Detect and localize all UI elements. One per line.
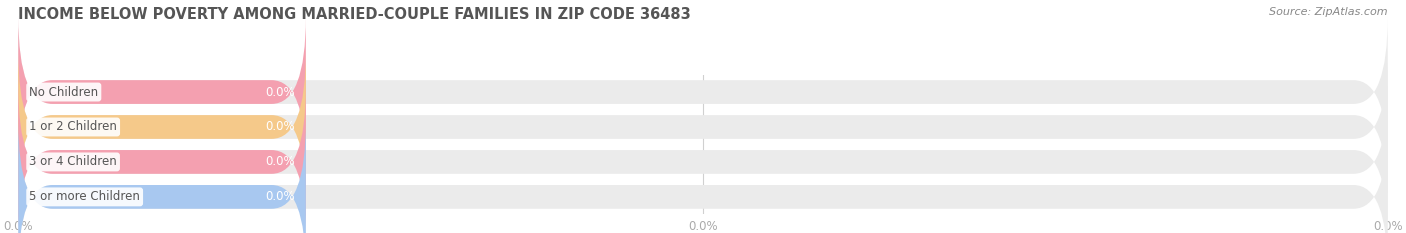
Text: 0.0%: 0.0%: [266, 120, 295, 134]
Text: No Children: No Children: [30, 86, 98, 99]
Text: 0.0%: 0.0%: [266, 86, 295, 99]
Text: 0.0%: 0.0%: [266, 190, 295, 203]
Text: 3 or 4 Children: 3 or 4 Children: [30, 155, 117, 168]
Text: 1 or 2 Children: 1 or 2 Children: [30, 120, 117, 134]
Text: INCOME BELOW POVERTY AMONG MARRIED-COUPLE FAMILIES IN ZIP CODE 36483: INCOME BELOW POVERTY AMONG MARRIED-COUPL…: [18, 7, 690, 22]
FancyBboxPatch shape: [18, 121, 307, 233]
Text: 5 or more Children: 5 or more Children: [30, 190, 141, 203]
Text: 0.0%: 0.0%: [266, 155, 295, 168]
FancyBboxPatch shape: [18, 51, 307, 202]
FancyBboxPatch shape: [18, 51, 1388, 202]
FancyBboxPatch shape: [18, 121, 1388, 233]
FancyBboxPatch shape: [18, 86, 307, 233]
FancyBboxPatch shape: [18, 17, 307, 168]
FancyBboxPatch shape: [18, 86, 1388, 233]
Text: Source: ZipAtlas.com: Source: ZipAtlas.com: [1270, 7, 1388, 17]
FancyBboxPatch shape: [18, 17, 1388, 168]
